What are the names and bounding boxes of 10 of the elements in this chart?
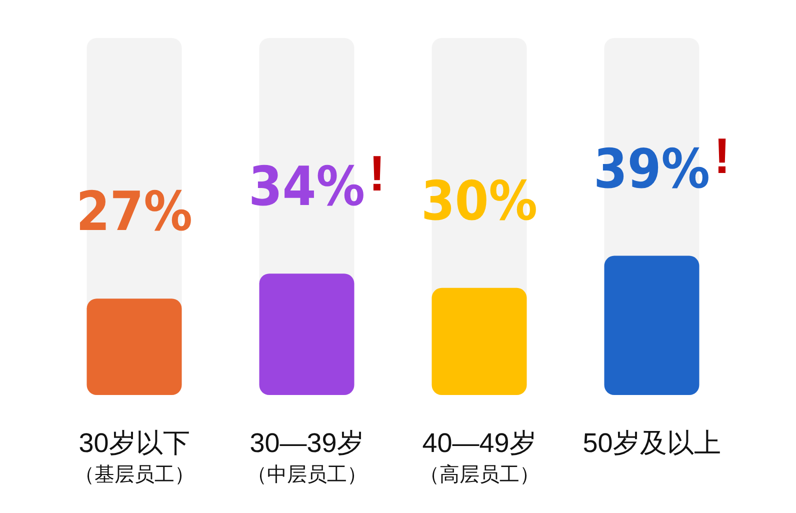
annotation: !: [368, 146, 386, 202]
x-tick-label: 40—49岁（高层员工）: [419, 428, 540, 486]
x-tick-label: 50岁及以上: [582, 428, 721, 458]
x-tick-label: 30岁以下（基层员工）: [74, 428, 194, 486]
data-label: 27%: [76, 180, 192, 244]
annotation: !: [714, 128, 730, 184]
x-tick-label: 30—39岁（中层员工）: [246, 428, 367, 486]
data-label: 34%: [248, 155, 365, 218]
data-label: 30%: [421, 169, 538, 232]
data-label: 39%: [594, 137, 710, 200]
